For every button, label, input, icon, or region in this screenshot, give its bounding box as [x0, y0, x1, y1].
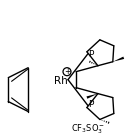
Text: P: P: [88, 50, 94, 59]
Polygon shape: [87, 94, 98, 99]
Text: CF$_3$SO$_3^-$: CF$_3$SO$_3^-$: [71, 123, 105, 136]
Polygon shape: [113, 57, 124, 62]
Text: +: +: [64, 67, 70, 76]
Text: P: P: [88, 100, 94, 109]
Text: Rh: Rh: [54, 76, 68, 86]
